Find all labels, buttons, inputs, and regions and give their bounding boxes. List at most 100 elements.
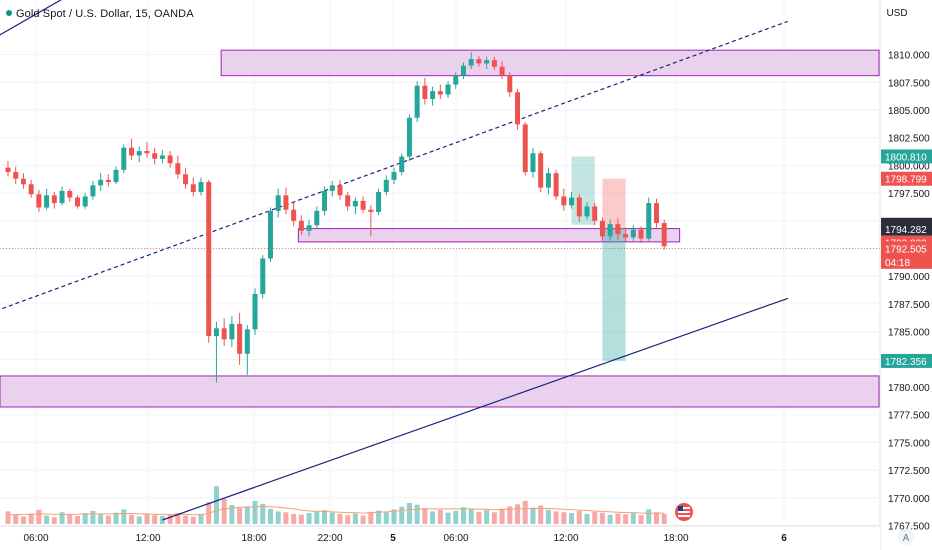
volume-bar <box>183 515 189 524</box>
volume-bar <box>13 514 19 524</box>
volume-bar <box>167 514 173 524</box>
candle-body <box>522 124 528 173</box>
price-tick-label: 1800.000 <box>888 161 930 172</box>
volume-bar <box>298 514 304 524</box>
candle-body <box>630 229 636 238</box>
position-short-stop <box>602 178 626 229</box>
volume-bar <box>507 506 513 524</box>
price-tick-label: 1785.000 <box>888 328 930 339</box>
volume-bar <box>67 514 73 524</box>
volume-bar <box>152 515 158 524</box>
candlestick-series <box>5 52 667 383</box>
auto-scale-button[interactable]: A <box>898 529 914 545</box>
price-label: 04:18 <box>885 258 910 269</box>
position-long-target <box>571 156 595 225</box>
price-label-badge <box>881 353 932 368</box>
time-tick-label: 6 <box>781 533 787 544</box>
price-axis-bg <box>880 0 932 550</box>
price-axis[interactable]: 1810.000 1807.500 1805.000 1802.500 1800.000… <box>879 0 932 550</box>
volume-bar <box>322 510 328 524</box>
candle-body <box>476 59 482 64</box>
volume-bar <box>468 508 474 524</box>
volume-bar <box>430 511 436 524</box>
market-status-icon <box>6 10 12 16</box>
candle-body <box>414 85 420 118</box>
candle-body <box>136 151 142 156</box>
volume-bar <box>553 511 559 524</box>
candle-body <box>337 185 343 196</box>
flag-icon[interactable] <box>675 503 693 521</box>
candle-body <box>638 229 644 239</box>
price-tick-label: 1790.000 <box>888 272 930 283</box>
symbol-title: Gold Spot / U.S. Dollar, 15, OANDA <box>16 8 194 20</box>
price-label: 1800.810 <box>885 152 927 163</box>
candle-body <box>275 195 281 211</box>
volume-bar <box>190 516 196 524</box>
volume-bar <box>90 510 96 524</box>
volume-bar <box>391 509 397 524</box>
candle-body <box>453 75 459 85</box>
trend-lines <box>0 0 788 521</box>
candle-body <box>244 329 250 354</box>
volume-bar <box>584 513 590 524</box>
volume-bar <box>653 512 659 524</box>
candle-body <box>484 60 490 64</box>
volume-bar <box>28 513 34 524</box>
volume-bar <box>646 509 652 524</box>
volume-bar <box>44 515 50 524</box>
candle-body <box>167 155 173 164</box>
volume-bar <box>522 500 528 524</box>
volume-bar <box>144 513 150 524</box>
candle-body <box>406 117 412 157</box>
time-tick-label: 22:00 <box>317 533 342 544</box>
volume-bar <box>545 509 551 524</box>
candle-body <box>152 153 158 159</box>
candle-body <box>82 196 88 207</box>
candle-body <box>283 195 289 210</box>
volume-bar <box>136 516 142 524</box>
volume-bar <box>51 517 57 524</box>
candle-body <box>28 184 34 195</box>
candle-body <box>653 203 659 224</box>
price-tick-label: 1780.000 <box>888 383 930 394</box>
price-label-badge <box>881 221 932 236</box>
time-tick-label: 12:00 <box>553 533 578 544</box>
candle-body <box>646 203 652 239</box>
sr-zone <box>220 49 880 77</box>
price-tick-label: 1810.000 <box>888 51 930 62</box>
volume-bar <box>422 508 428 524</box>
volume-bar <box>538 505 544 524</box>
candle-body <box>391 172 397 180</box>
volume-bar <box>592 511 598 524</box>
volume-bar <box>260 503 266 524</box>
candle-body <box>623 234 629 238</box>
volume-bar <box>376 510 382 524</box>
volume-bar <box>213 486 219 524</box>
candle-body <box>607 224 613 237</box>
price-label: 1794.282 <box>885 225 927 236</box>
volume-bar <box>383 512 389 524</box>
auto-scale-label: A <box>903 533 910 544</box>
candle-body <box>437 91 443 95</box>
candle-body <box>329 185 335 191</box>
candle-body <box>491 60 497 67</box>
time-axis[interactable]: 06:00 12:00 18:00 22:00 5 06:00 12:00 18:00 6 <box>0 525 880 550</box>
volume-bar <box>561 512 567 524</box>
volume-bar <box>460 507 466 524</box>
candle-body <box>499 66 505 76</box>
candle-body <box>430 91 436 99</box>
price-label-badge <box>881 254 932 269</box>
price-tick-label: 1767.500 <box>888 522 930 533</box>
volume-bar <box>630 513 636 524</box>
candle-body <box>113 169 119 183</box>
volume-bar <box>36 509 42 524</box>
volume-bar <box>252 500 258 524</box>
candle-body <box>252 293 258 330</box>
price-label: 1792.505 <box>885 244 927 255</box>
support-resistance-zones <box>0 49 880 408</box>
candle-body <box>237 323 243 354</box>
candle-body <box>74 197 80 207</box>
price-tick-label: 1787.500 <box>888 300 930 311</box>
candle-body <box>368 209 374 212</box>
